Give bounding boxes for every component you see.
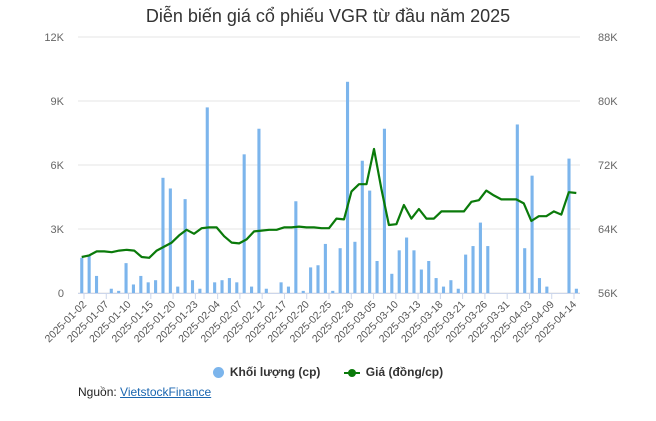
y-left-tick: 9K — [51, 96, 65, 108]
volume-bar[interactable] — [190, 280, 195, 293]
volume-bar[interactable] — [264, 288, 268, 293]
volume-bar[interactable] — [456, 288, 460, 293]
volume-bar[interactable] — [94, 275, 99, 293]
y-right-tick: 88K — [598, 32, 618, 44]
volume-bar[interactable] — [397, 250, 401, 293]
chart-title: Diễn biến giá cổ phiếu VGR từ đầu năm 20… — [145, 6, 511, 26]
volume-bar[interactable] — [419, 269, 423, 293]
legend-price-label: Giá (đồng/cp) — [365, 365, 444, 380]
legend-item-price[interactable]: Giá (đồng/cp) — [343, 364, 444, 380]
volume-bar[interactable] — [449, 280, 453, 293]
volume-bar[interactable] — [537, 278, 542, 293]
volume-bar[interactable] — [117, 290, 121, 293]
volume-bar[interactable] — [515, 124, 519, 293]
volume-bar[interactable] — [250, 286, 254, 293]
volume-bar[interactable] — [486, 246, 490, 293]
legend-item-volume[interactable]: Khối lượng (cp) — [212, 364, 321, 380]
volume-bar[interactable] — [523, 248, 527, 293]
volume-bar[interactable] — [574, 288, 578, 293]
volume-bar[interactable] — [154, 280, 158, 293]
volume-bar[interactable] — [375, 261, 379, 293]
volume-bar[interactable] — [360, 160, 364, 293]
volume-bar[interactable] — [80, 257, 84, 293]
y-left-tick: 6K — [51, 160, 65, 172]
volume-bar[interactable] — [124, 263, 128, 293]
source-prefix: Nguồn: — [78, 385, 121, 399]
volume-bar[interactable] — [530, 175, 534, 293]
volume-bar[interactable] — [434, 278, 438, 293]
volume-bar[interactable] — [87, 254, 91, 293]
volume-bar[interactable] — [235, 282, 239, 293]
volume-bar[interactable] — [139, 275, 143, 293]
volume-bar[interactable] — [161, 177, 165, 293]
volume-bar[interactable] — [405, 237, 409, 293]
volume-bar[interactable] — [257, 128, 261, 293]
legend: Khối lượng (cp) Giá (đồng/cp) — [0, 364, 656, 379]
volume-bar[interactable] — [294, 201, 298, 293]
line-marker-icon — [343, 367, 360, 378]
circle-marker-icon — [212, 366, 224, 378]
volume-bar[interactable] — [309, 267, 313, 293]
volume-bar[interactable] — [109, 288, 113, 293]
volume-bar[interactable] — [205, 107, 209, 294]
volume-bar[interactable] — [464, 254, 468, 293]
volume-bar[interactable] — [471, 246, 475, 293]
y-right-tick: 64K — [598, 224, 618, 236]
volume-bar[interactable] — [168, 188, 172, 293]
volume-bar[interactable] — [345, 81, 350, 293]
volume-bar[interactable] — [441, 286, 446, 293]
source-note: Nguồn: VietstockFinance — [78, 385, 211, 399]
volume-bar[interactable] — [382, 128, 386, 293]
volume-bar[interactable] — [427, 261, 431, 293]
volume-bar[interactable] — [353, 241, 357, 293]
volume-bar[interactable] — [338, 248, 342, 293]
volume-bar[interactable] — [301, 290, 305, 293]
volume-bar[interactable] — [286, 286, 291, 293]
volume-bar[interactable] — [545, 286, 549, 293]
volume-bar[interactable] — [478, 222, 482, 293]
source-link[interactable]: VietstockFinance — [120, 385, 212, 399]
volume-bar[interactable] — [279, 282, 283, 293]
volume-bar[interactable] — [316, 265, 320, 293]
y-right-tick: 72K — [598, 160, 618, 172]
volume-bar[interactable] — [242, 154, 246, 293]
y-left-tick: 12K — [44, 32, 64, 44]
y-left-tick: 3K — [51, 224, 65, 236]
volume-bar[interactable] — [146, 282, 150, 293]
price-line[interactable] — [81, 147, 577, 259]
volume-bar[interactable] — [227, 278, 231, 293]
volume-bar[interactable] — [176, 286, 180, 293]
volume-bar[interactable] — [183, 199, 187, 293]
volume-bar[interactable] — [220, 280, 224, 293]
volume-bar[interactable] — [198, 288, 202, 293]
volume-bar[interactable] — [390, 273, 394, 293]
y-right-tick: 56K — [598, 288, 618, 300]
volume-bar[interactable] — [213, 282, 217, 293]
volume-bar[interactable] — [412, 250, 416, 293]
volume-bar[interactable] — [567, 158, 571, 293]
y-right-tick: 80K — [598, 96, 618, 108]
y-left-tick: 0 — [58, 288, 64, 300]
legend-volume-label: Khối lượng (cp) — [229, 365, 321, 380]
volume-bar[interactable] — [368, 190, 372, 293]
volume-bar[interactable] — [131, 284, 135, 293]
volume-bar[interactable] — [331, 290, 335, 293]
volume-bar[interactable] — [323, 243, 327, 293]
